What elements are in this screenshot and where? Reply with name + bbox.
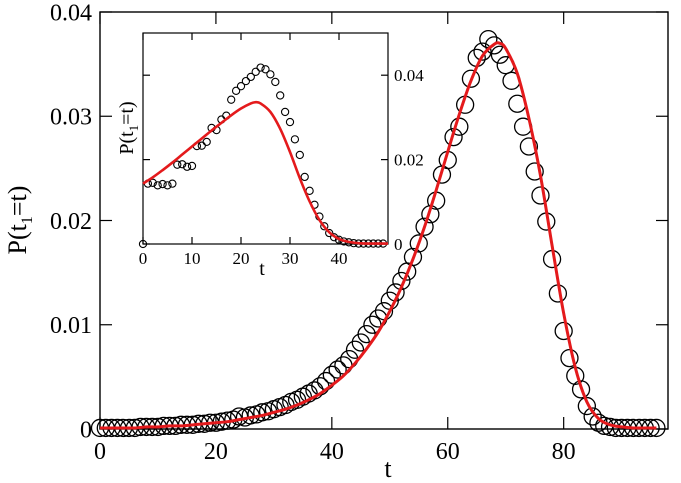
main-xtick-label: 40	[320, 439, 344, 465]
main-data-point	[322, 365, 341, 384]
inset-xtick-label: 20	[233, 249, 250, 268]
inset-plot-frame	[142, 32, 389, 245]
inset-data-point	[251, 67, 260, 76]
inset-data-point	[153, 181, 162, 190]
main-yaxis-title-subscript: 1	[19, 216, 36, 224]
main-data-point	[519, 137, 539, 156]
inset-data-point	[261, 65, 270, 74]
inset-xtick-label: 30	[282, 249, 299, 268]
inset-data-point	[202, 137, 211, 147]
inset-data-point	[182, 162, 192, 171]
main-yaxis-title-tail: =t)	[3, 186, 32, 217]
inset-data-point	[168, 179, 177, 188]
inset-yaxis-title-subscript: 1	[126, 125, 141, 132]
main-data-point	[577, 396, 597, 416]
inset-data-point	[178, 160, 187, 169]
main-data-point	[560, 348, 579, 368]
inset-data-point	[158, 179, 167, 189]
main-data-point	[403, 247, 423, 267]
main-data-point	[525, 162, 544, 181]
inset-data-point	[300, 172, 309, 182]
main-data-point	[345, 340, 365, 359]
main-yaxis-title-head: P(t	[3, 223, 32, 254]
main-ytick-label: 0.04	[50, 0, 92, 26]
main-xtick-label: 60	[436, 439, 460, 465]
main-axis-ticks: 0 20 40 60 80 0 0.01 0.02 0.03 0.04	[50, 0, 668, 465]
inset-ytick-label: 0.04	[394, 66, 424, 85]
inset-ytick-label: 0	[394, 235, 403, 254]
inset-yaxis-title-tail: =t)	[116, 101, 138, 125]
inset-data-point	[320, 222, 329, 231]
main-data-point	[415, 217, 434, 236]
inset-data-point	[295, 150, 304, 160]
main-yaxis-title: P(t1=t)	[3, 186, 36, 255]
inset-data-point	[187, 161, 197, 171]
inset-ytick-label: 0.02	[394, 151, 424, 170]
inset-data-point	[276, 91, 285, 100]
main-ytick-label: 0.01	[50, 313, 92, 339]
main-series-fit-line	[100, 41, 657, 430]
inset-data-point	[266, 70, 275, 79]
main-data-point	[328, 360, 347, 379]
inset-data-point	[271, 77, 280, 87]
inset-xtick-label: 40	[331, 249, 348, 268]
inset-data-point	[173, 160, 182, 169]
main-xtick-label: 20	[204, 439, 228, 465]
main-xtick-label: 0	[94, 439, 106, 465]
inset-data-point	[231, 86, 241, 95]
main-ytick-label: 0.03	[50, 105, 92, 131]
inset-data-point	[138, 239, 148, 249]
inset-data-point	[148, 178, 157, 187]
inset-xtick-label: 10	[184, 249, 201, 268]
main-xtick-label: 80	[552, 439, 576, 465]
inset-data-point	[246, 72, 255, 82]
inset-data-point	[285, 117, 295, 127]
inset-data-point	[227, 95, 236, 104]
inset-yaxis-title: P(t1=t)	[116, 101, 141, 154]
inset-xtick-label: 0	[139, 249, 148, 268]
main-data-point	[409, 234, 428, 253]
inset-axis-ticks: 0 10 20 30 40 0 0.02 0.04	[139, 33, 424, 268]
main-data-point	[554, 321, 573, 341]
inset-data-point	[241, 76, 251, 86]
main-data-point	[473, 42, 492, 61]
inset-data-point	[256, 63, 265, 72]
main-ytick-label: 0.02	[50, 209, 92, 235]
main-xaxis-title: t	[384, 454, 392, 483]
inset-plot: 0 10 20 30 40 0 0.02 0.04 t P(t1=t)	[116, 32, 424, 280]
inset-yaxis-title-head: P(t	[116, 131, 138, 155]
inset-data-point	[236, 82, 246, 91]
main-data-point	[571, 380, 591, 399]
inset-data-point	[325, 228, 334, 238]
inset-data-point	[290, 135, 300, 144]
main-ytick-label: 0	[80, 417, 92, 443]
main-data-point	[583, 407, 602, 426]
inset-series-fit-line	[142, 100, 388, 245]
main-data-point	[461, 69, 481, 88]
inset-data-point	[280, 107, 290, 117]
inset-xaxis-title: t	[259, 258, 265, 280]
inset-data-point	[163, 181, 172, 190]
main-data-point	[531, 186, 550, 205]
